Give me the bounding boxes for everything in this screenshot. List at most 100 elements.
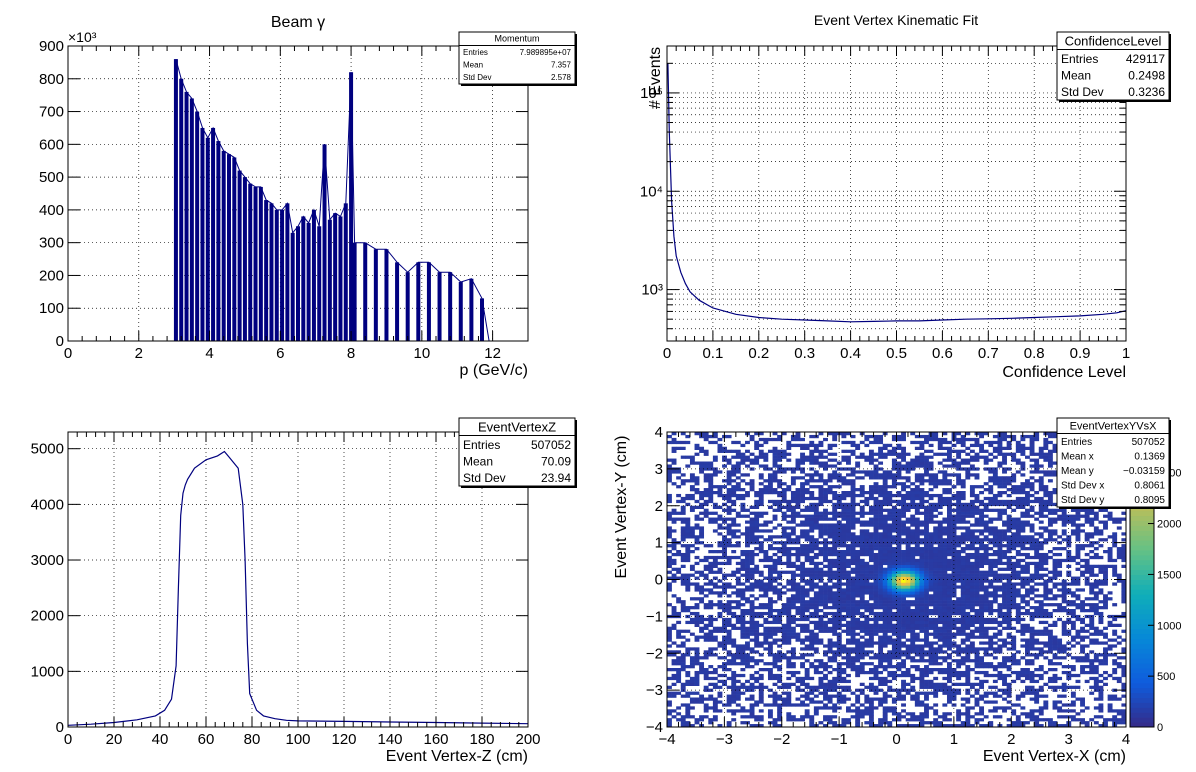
heatmap-cell bbox=[887, 617, 893, 622]
heatmap-cell bbox=[956, 579, 962, 583]
heatmap-cell bbox=[786, 508, 792, 512]
heatmap-cell bbox=[754, 505, 760, 509]
heatmap-cell bbox=[767, 703, 773, 707]
heatmap-cell bbox=[960, 461, 966, 465]
heatmap-cell bbox=[910, 614, 916, 619]
heatmap-cell bbox=[901, 662, 906, 666]
heatmap-cell bbox=[703, 688, 709, 692]
heatmap-cell bbox=[818, 452, 824, 456]
heatmap-cell bbox=[800, 614, 805, 619]
heatmap-cell bbox=[735, 452, 741, 456]
heatmap-cell bbox=[735, 482, 741, 486]
stats-row-value: 7.989895e+07 bbox=[520, 48, 572, 57]
heatmap-cell bbox=[951, 579, 957, 583]
heatmap-cell bbox=[827, 718, 833, 722]
heatmap-cell bbox=[924, 617, 929, 622]
heatmap-cell bbox=[813, 665, 819, 669]
heatmap-cell bbox=[956, 576, 962, 580]
heatmap-cell bbox=[891, 614, 897, 619]
heatmap-cell bbox=[786, 541, 792, 545]
heatmap-cell bbox=[745, 573, 750, 577]
heatmap-cell bbox=[804, 514, 810, 518]
heatmap-cell bbox=[749, 532, 755, 536]
heatmap-cell bbox=[685, 455, 691, 459]
heatmap-cell bbox=[905, 647, 911, 651]
heatmap-cells bbox=[667, 432, 1127, 728]
heatmap-cell bbox=[891, 579, 897, 583]
heatmap-cell bbox=[960, 440, 966, 445]
heatmap-cell bbox=[708, 582, 714, 586]
heatmap-cell bbox=[914, 544, 920, 548]
heatmap-cell bbox=[956, 597, 962, 601]
heatmap-cell bbox=[850, 550, 856, 554]
heatmap-cell bbox=[694, 547, 700, 551]
heatmap-cell bbox=[694, 555, 700, 560]
heatmap-cell bbox=[846, 591, 851, 595]
heatmap-cell bbox=[731, 544, 737, 548]
heatmap-cell bbox=[836, 552, 842, 557]
histogram-line bbox=[667, 63, 1127, 323]
heatmap-cell bbox=[786, 446, 792, 450]
heatmap-cell bbox=[827, 479, 833, 483]
heatmap-cell bbox=[809, 547, 815, 551]
heatmap-cell bbox=[896, 656, 902, 660]
heatmap-cell bbox=[689, 647, 695, 651]
heatmap-cell bbox=[804, 644, 810, 648]
heatmap-cell bbox=[703, 467, 709, 471]
heatmap-cell bbox=[974, 676, 980, 681]
histogram-bar bbox=[352, 242, 357, 341]
heatmap-cell bbox=[781, 682, 787, 686]
heatmap-cell bbox=[790, 561, 796, 566]
heatmap-cell bbox=[786, 626, 792, 630]
heatmap-cell bbox=[937, 609, 943, 613]
heatmap-cell bbox=[827, 561, 833, 566]
heatmap-cell bbox=[942, 623, 948, 627]
heatmap-cell bbox=[974, 597, 980, 601]
heatmap-cell bbox=[846, 697, 851, 701]
heatmap-cell bbox=[878, 600, 884, 604]
heatmap-cell bbox=[772, 437, 778, 442]
heatmap-cell bbox=[777, 570, 783, 574]
heatmap-cell bbox=[676, 493, 682, 498]
heatmap-cell bbox=[809, 555, 815, 560]
heatmap-cell bbox=[804, 594, 810, 598]
heatmap-cell bbox=[914, 476, 920, 480]
stats-box-title: Momentum bbox=[494, 34, 539, 44]
heatmap-cell bbox=[745, 526, 750, 530]
heatmap-cell bbox=[832, 547, 838, 551]
heatmap-cell bbox=[717, 485, 723, 489]
heatmap-cell bbox=[933, 617, 939, 622]
heatmap-cell bbox=[708, 591, 714, 595]
heatmap-cell bbox=[667, 493, 672, 498]
heatmap-cell bbox=[846, 632, 851, 636]
heatmap-cell bbox=[969, 544, 975, 548]
heatmap-cell bbox=[864, 721, 870, 725]
heatmap-cell bbox=[699, 620, 705, 625]
heatmap-cell bbox=[891, 555, 897, 560]
heatmap-cell bbox=[680, 538, 686, 542]
heatmap-cell bbox=[919, 700, 925, 704]
heatmap-cell bbox=[708, 653, 714, 657]
heatmap-cell bbox=[887, 496, 893, 501]
heatmap-cell bbox=[960, 458, 966, 462]
heatmap-cell bbox=[777, 703, 783, 707]
heatmap-cell bbox=[914, 550, 920, 554]
heatmap-cell bbox=[946, 662, 952, 666]
heatmap-cell bbox=[933, 647, 939, 651]
heatmap-cell bbox=[749, 523, 755, 527]
heatmap-cell bbox=[790, 526, 796, 530]
heatmap-cell bbox=[832, 668, 838, 672]
heatmap-cell bbox=[813, 485, 819, 489]
heatmap-cell bbox=[795, 573, 801, 577]
heatmap-cell bbox=[983, 594, 989, 598]
heatmap-cell bbox=[740, 514, 746, 518]
heatmap-cell bbox=[731, 700, 737, 704]
heatmap-cell bbox=[924, 600, 929, 604]
heatmap-cell bbox=[868, 505, 874, 509]
heatmap-cell bbox=[689, 485, 695, 489]
heatmap-cell bbox=[983, 538, 989, 542]
heatmap-cell bbox=[708, 635, 714, 639]
heatmap-cell bbox=[694, 597, 700, 601]
histogram-bar bbox=[333, 213, 338, 341]
heatmap-cell bbox=[813, 517, 819, 521]
